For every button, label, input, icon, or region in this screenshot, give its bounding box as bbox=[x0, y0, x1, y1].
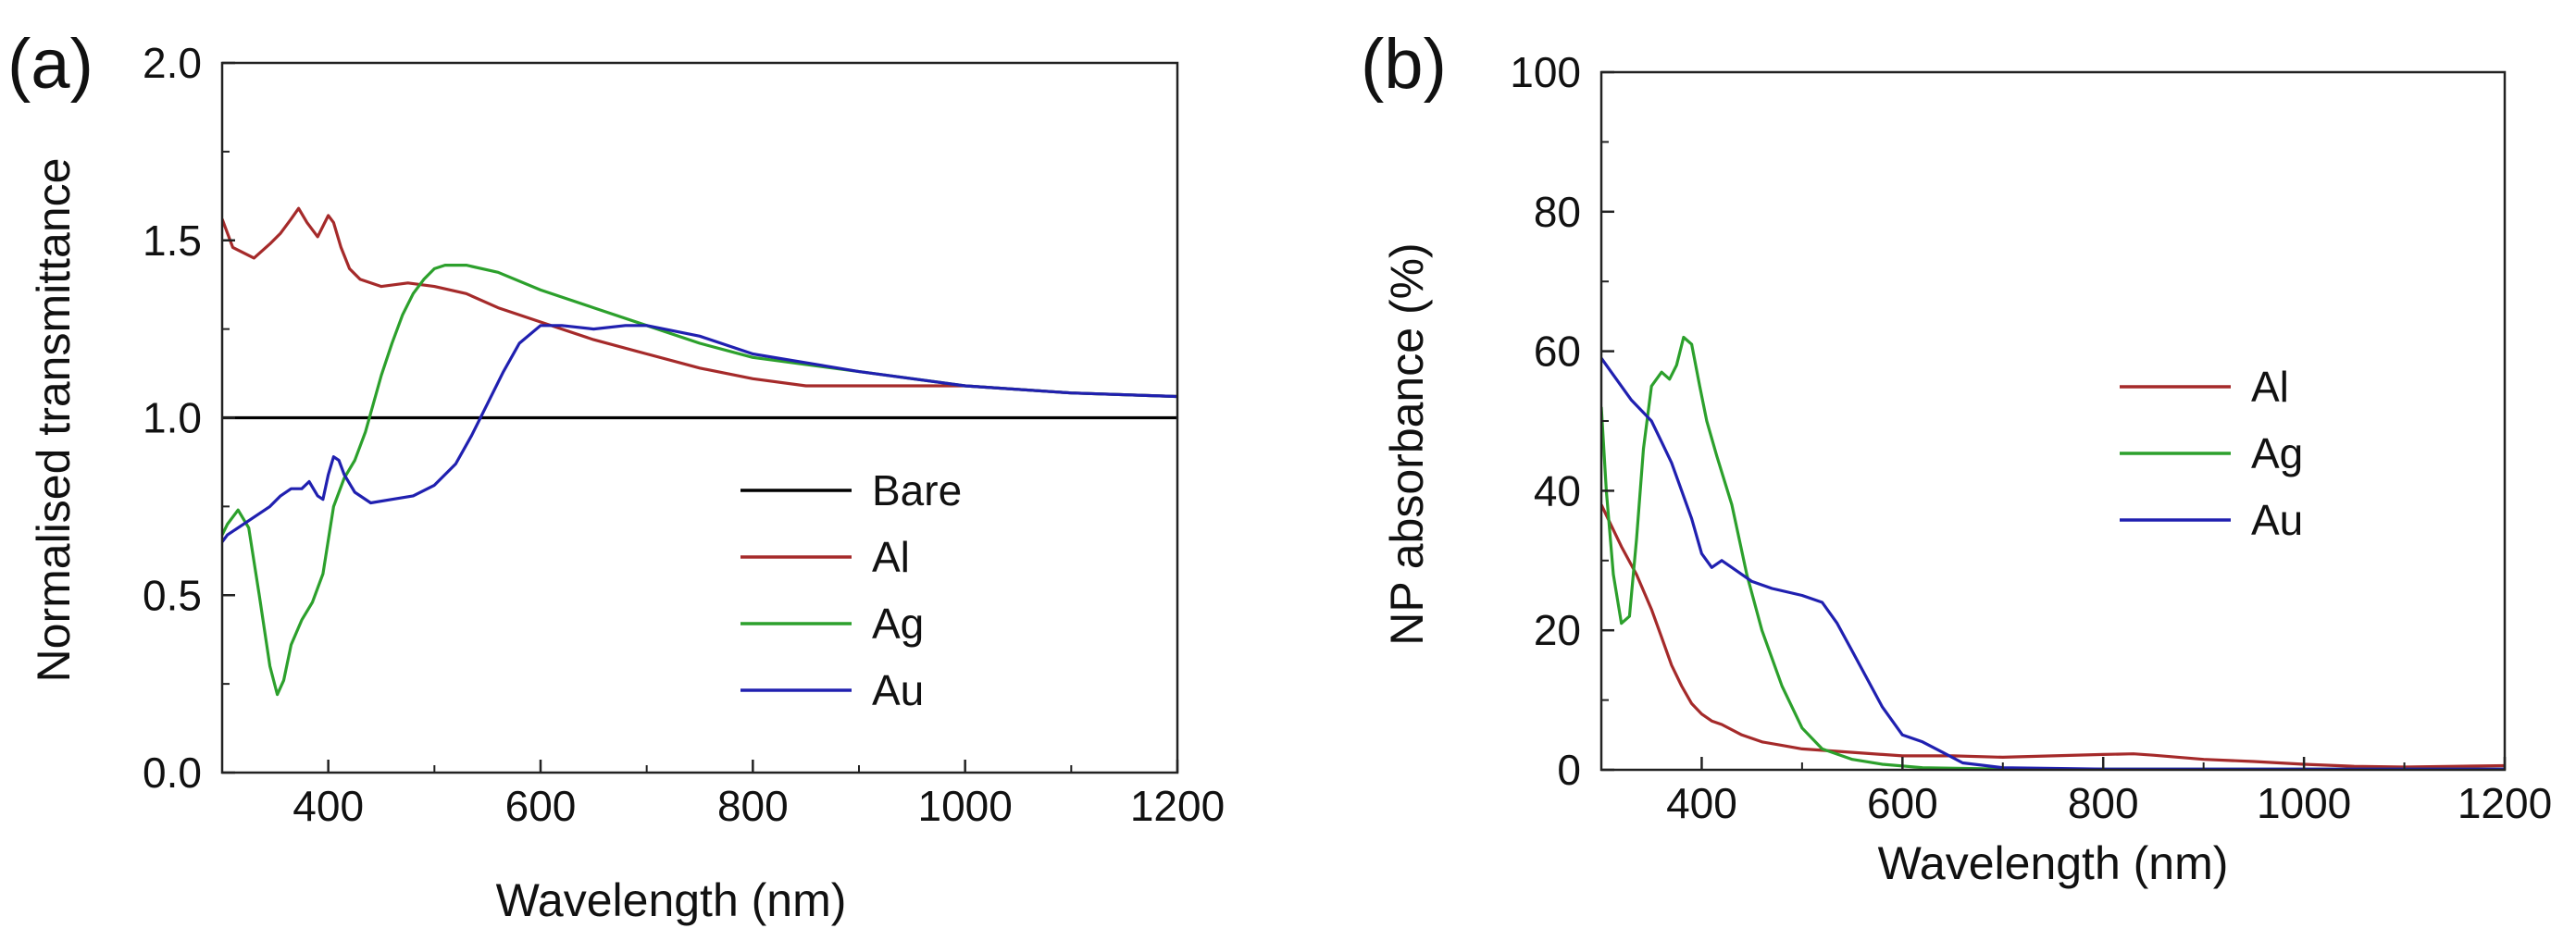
panel-a-series-au-line bbox=[222, 324, 1177, 543]
plot-frame bbox=[1599, 70, 2507, 772]
panel-a-x-tick-label: 1200 bbox=[1130, 782, 1225, 830]
panel-a-transmittance-chart: (a) Normalised transmittance Wavelength … bbox=[7, 25, 1225, 926]
panel-b-x-tick-label: 400 bbox=[1666, 779, 1737, 827]
panel-a-label: (a) bbox=[7, 25, 93, 104]
panel-b-y-tick-label: 20 bbox=[1534, 606, 1581, 654]
panel-a-y-tick-label: 1.0 bbox=[143, 394, 202, 442]
panel-a-x-axis-title: Wavelength (nm) bbox=[496, 874, 847, 926]
panel-b-legend-label-ag: Ag bbox=[2251, 429, 2303, 477]
panel-b-y-tick-label: 0 bbox=[1557, 746, 1581, 794]
panel-b-series-al-line bbox=[1601, 503, 2505, 769]
panel-b-label: (b) bbox=[1361, 25, 1447, 104]
panel-b-x-tick-label: 800 bbox=[2068, 779, 2139, 827]
panel-b-x-tick-label: 1200 bbox=[2458, 779, 2552, 827]
panel-b-x-tick-label: 1000 bbox=[2257, 779, 2351, 827]
panel-b-y-axis-title: NP absorbance (%) bbox=[1381, 242, 1433, 645]
panel-a-x-tick-label: 1000 bbox=[917, 782, 1012, 830]
panel-b-y-tick-label: 60 bbox=[1534, 328, 1581, 376]
panel-a-legend-label-bare: Bare bbox=[872, 466, 962, 514]
panel-a-y-tick-label: 2.0 bbox=[143, 39, 202, 87]
panel-a-legend-label-au: Au bbox=[872, 666, 924, 714]
panel-a-y-tick-label: 0.0 bbox=[143, 749, 202, 797]
panel-b-series-ag-line bbox=[1601, 335, 2505, 770]
panel-b-y-tick-label: 40 bbox=[1534, 466, 1581, 514]
panel-a-y-tick-label: 1.5 bbox=[143, 217, 202, 265]
panel-a-x-tick-label: 600 bbox=[505, 782, 577, 830]
panel-b-x-tick-label: 600 bbox=[1867, 779, 1938, 827]
panel-a-x-tick-label: 800 bbox=[717, 782, 789, 830]
panel-b-series-au-line bbox=[1601, 357, 2505, 770]
panel-a-x-tick-label: 400 bbox=[292, 782, 364, 830]
panel-b-absorbance-chart: (b) NP absorbance (%) Wavelength (nm) 40… bbox=[1361, 25, 2552, 889]
panel-b-y-tick-label: 80 bbox=[1534, 188, 1581, 236]
panel-a-y-tick-label: 0.5 bbox=[143, 571, 202, 619]
panel-b-legend-label-au: Au bbox=[2251, 496, 2303, 544]
panel-a-legend-label-ag: Ag bbox=[872, 600, 924, 648]
panel-a-y-axis-title: Normalised transmittance bbox=[28, 158, 80, 683]
panel-b-legend-label-al: Al bbox=[2251, 363, 2289, 411]
panel-a-legend-label-al: Al bbox=[872, 533, 910, 581]
panel-b-x-axis-title: Wavelength (nm) bbox=[1878, 837, 2229, 889]
panel-b-y-tick-label: 100 bbox=[1510, 48, 1581, 96]
panel-a-series-al-line bbox=[222, 206, 1177, 399]
panel-a-series-ag-line bbox=[222, 264, 1177, 697]
